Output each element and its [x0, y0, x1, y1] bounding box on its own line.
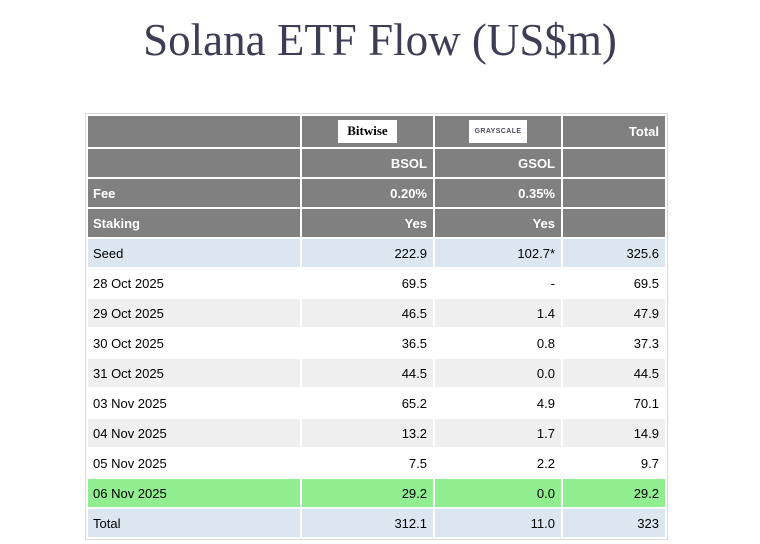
grayscale-logo: GRAYSCALE — [468, 120, 528, 143]
gsol-value: 11.0 — [435, 509, 561, 537]
table-row-staking: Staking Yes Yes — [88, 209, 665, 237]
row-label: 05 Nov 2025 — [88, 449, 300, 477]
total-value: 9.7 — [563, 449, 665, 477]
gsol-value: 0.8 — [435, 329, 561, 357]
row-label: Seed — [88, 239, 300, 267]
staking-label: Staking — [88, 209, 300, 237]
table-row-brands: Bitwise GRAYSCALE Total — [88, 116, 665, 147]
bsol-value: 222.9 — [302, 239, 433, 267]
table-row-31-oct: 31 Oct 2025 44.5 0.0 44.5 — [88, 359, 665, 387]
total-value: 14.9 — [563, 419, 665, 447]
total-value: 323 — [563, 509, 665, 537]
gsol-value: 2.2 — [435, 449, 561, 477]
total-value: 69.5 — [563, 269, 665, 297]
page-title: Solana ETF Flow (US$m) — [143, 15, 617, 65]
bsol-value: 44.5 — [302, 359, 433, 387]
row-label: 28 Oct 2025 — [88, 269, 300, 297]
bsol-value: 69.5 — [302, 269, 433, 297]
gsol-value: 0.0 — [435, 479, 561, 507]
gsol-value: 1.4 — [435, 299, 561, 327]
bsol-value: 13.2 — [302, 419, 433, 447]
gsol-value: 1.7 — [435, 419, 561, 447]
table-row-seed: Seed 222.9 102.7* 325.6 — [88, 239, 665, 267]
row-label: 31 Oct 2025 — [88, 359, 300, 387]
total-value: 325.6 — [563, 239, 665, 267]
staking-gsol: Yes — [435, 209, 561, 237]
row-label: 03 Nov 2025 — [88, 389, 300, 417]
total-value: 70.1 — [563, 389, 665, 417]
bsol-value: 312.1 — [302, 509, 433, 537]
gsol-value: 0.0 — [435, 359, 561, 387]
table-row-03-nov: 03 Nov 2025 65.2 4.9 70.1 — [88, 389, 665, 417]
bsol-value: 29.2 — [302, 479, 433, 507]
bitwise-logo: Bitwise — [338, 120, 397, 143]
fee-total-empty-cell — [563, 179, 665, 207]
total-value: 44.5 — [563, 359, 665, 387]
row-label: 04 Nov 2025 — [88, 419, 300, 447]
table-row-28-oct: 28 Oct 2025 69.5 - 69.5 — [88, 269, 665, 297]
total-value: 47.9 — [563, 299, 665, 327]
gsol-value: 4.9 — [435, 389, 561, 417]
fee-label: Fee — [88, 179, 300, 207]
ticker-total-empty-cell — [563, 149, 665, 177]
staking-bsol: Yes — [302, 209, 433, 237]
bsol-value: 46.5 — [302, 299, 433, 327]
table-row-04-nov: 04 Nov 2025 13.2 1.7 14.9 — [88, 419, 665, 447]
total-column-header: Total — [563, 116, 665, 147]
row-label: 29 Oct 2025 — [88, 299, 300, 327]
fee-gsol: 0.35% — [435, 179, 561, 207]
table-row-fee: Fee 0.20% 0.35% — [88, 179, 665, 207]
table-row-30-oct: 30 Oct 2025 36.5 0.8 37.3 — [88, 329, 665, 357]
row-label: 30 Oct 2025 — [88, 329, 300, 357]
ticker-empty-cell — [88, 149, 300, 177]
total-value: 29.2 — [563, 479, 665, 507]
table-row-05-nov: 05 Nov 2025 7.5 2.2 9.7 — [88, 449, 665, 477]
row-label: 06 Nov 2025 — [88, 479, 300, 507]
bitwise-logo-cell: Bitwise — [302, 116, 433, 147]
fee-bsol: 0.20% — [302, 179, 433, 207]
gsol-value: - — [435, 269, 561, 297]
total-value: 37.3 — [563, 329, 665, 357]
table-row-29-oct: 29 Oct 2025 46.5 1.4 47.9 — [88, 299, 665, 327]
bsol-value: 36.5 — [302, 329, 433, 357]
bsol-value: 65.2 — [302, 389, 433, 417]
staking-total-empty-cell — [563, 209, 665, 237]
row-label: Total — [88, 509, 300, 537]
brand-empty-cell — [88, 116, 300, 147]
gsol-value: 102.7* — [435, 239, 561, 267]
table-row-06-nov-highlighted: 06 Nov 2025 29.2 0.0 29.2 — [88, 479, 665, 507]
grayscale-logo-cell: GRAYSCALE — [435, 116, 561, 147]
table-row-tickers: BSOL GSOL — [88, 149, 665, 177]
bsol-value: 7.5 — [302, 449, 433, 477]
gsol-ticker: GSOL — [435, 149, 561, 177]
table-row-total: Total 312.1 11.0 323 — [88, 509, 665, 537]
etf-flow-table: Bitwise GRAYSCALE Total BSOL GSOL Fee 0.… — [85, 113, 668, 540]
bsol-ticker: BSOL — [302, 149, 433, 177]
